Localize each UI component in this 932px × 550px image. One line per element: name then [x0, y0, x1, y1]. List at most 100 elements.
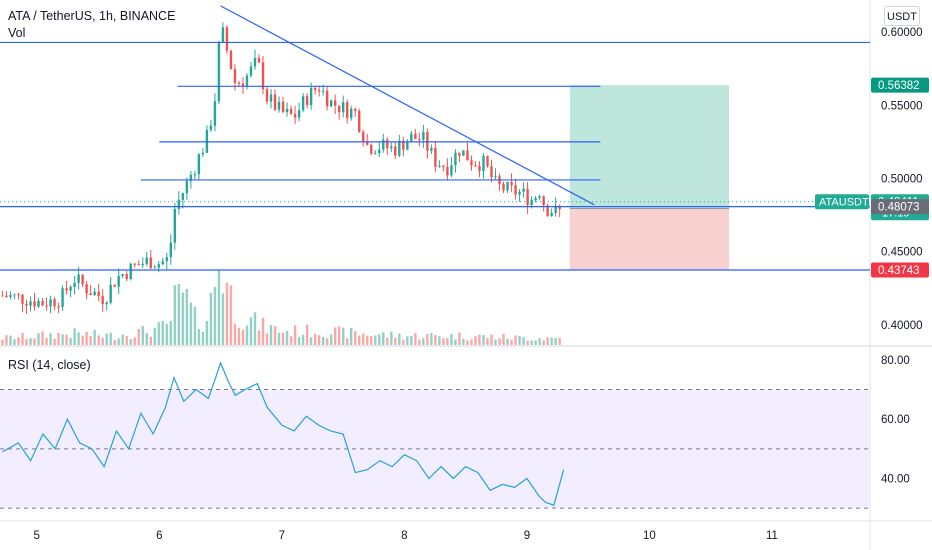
candle[interactable] [165, 257, 169, 262]
candle[interactable] [470, 160, 473, 166]
candle[interactable] [321, 90, 325, 92]
candle[interactable] [442, 165, 445, 168]
candle[interactable] [333, 100, 337, 106]
rsi-line[interactable] [2, 361, 565, 506]
candle[interactable] [502, 183, 505, 191]
candle[interactable] [105, 302, 108, 305]
candle[interactable] [85, 284, 88, 294]
candle[interactable] [81, 274, 84, 285]
candle[interactable] [317, 90, 321, 92]
candle[interactable] [366, 142, 369, 145]
candle[interactable] [25, 303, 28, 306]
candle[interactable] [309, 87, 313, 106]
candle[interactable] [101, 296, 104, 305]
candle[interactable] [394, 146, 397, 156]
candle[interactable] [13, 294, 16, 296]
candle[interactable] [257, 57, 261, 63]
candle[interactable] [177, 199, 181, 209]
candle[interactable] [390, 146, 393, 149]
candle[interactable] [510, 181, 513, 186]
candle[interactable] [402, 140, 405, 150]
candle[interactable] [181, 193, 185, 200]
candle[interactable] [193, 174, 197, 176]
symbol-title[interactable]: ATA / TetherUS, 1h, BINANCE [8, 9, 176, 23]
candle[interactable] [21, 294, 24, 304]
candle[interactable] [514, 185, 517, 195]
candle[interactable] [362, 131, 365, 143]
candle[interactable] [153, 267, 156, 269]
candle[interactable] [121, 274, 124, 276]
candle[interactable] [546, 205, 549, 217]
candle[interactable] [145, 257, 148, 264]
candle[interactable] [69, 286, 72, 291]
candle[interactable] [386, 139, 389, 149]
candle[interactable] [458, 152, 461, 156]
candle[interactable] [382, 139, 385, 150]
position-profit-zone[interactable] [569, 85, 730, 209]
candle[interactable] [5, 295, 8, 298]
candle[interactable] [45, 305, 48, 307]
candle[interactable] [29, 301, 32, 306]
candle[interactable] [289, 108, 293, 115]
candle[interactable] [129, 263, 132, 280]
candle[interactable] [414, 133, 417, 140]
candle[interactable] [422, 131, 425, 140]
candle[interactable] [61, 288, 64, 308]
candle[interactable] [269, 94, 273, 102]
trendline[interactable] [220, 5, 595, 206]
candle[interactable] [117, 275, 120, 287]
candle[interactable] [217, 42, 221, 102]
position-loss-zone[interactable] [569, 208, 730, 271]
candle[interactable] [345, 102, 349, 119]
candle[interactable] [466, 150, 469, 161]
candle[interactable] [522, 188, 525, 192]
candle[interactable] [297, 110, 301, 118]
candle[interactable] [482, 155, 485, 172]
candle[interactable] [173, 208, 177, 243]
candle[interactable] [293, 114, 297, 118]
candle[interactable] [229, 50, 233, 70]
candle[interactable] [97, 291, 100, 297]
candle[interactable] [237, 82, 241, 84]
candle[interactable] [141, 263, 144, 266]
candle[interactable] [57, 306, 60, 308]
candle[interactable] [550, 212, 553, 217]
candle[interactable] [213, 101, 217, 126]
candle[interactable] [530, 200, 533, 206]
candle[interactable] [554, 205, 557, 213]
candle[interactable] [149, 257, 152, 269]
candle[interactable] [354, 108, 357, 111]
candle[interactable] [490, 166, 493, 178]
candle[interactable] [558, 205, 561, 210]
candle[interactable] [109, 284, 112, 303]
candle[interactable] [301, 96, 305, 111]
candle[interactable] [486, 155, 489, 167]
candle[interactable] [281, 101, 285, 113]
candle[interactable] [65, 288, 68, 291]
candle[interactable] [233, 69, 237, 83]
candle[interactable] [201, 152, 205, 155]
volume-label[interactable]: Vol [8, 26, 26, 40]
candle[interactable] [398, 140, 401, 156]
candle[interactable] [89, 293, 92, 296]
candle[interactable] [430, 147, 433, 151]
candle[interactable] [542, 196, 545, 206]
candle[interactable] [125, 274, 128, 280]
candle[interactable] [285, 108, 289, 113]
candle[interactable] [169, 242, 173, 258]
candle[interactable] [33, 301, 36, 307]
candle[interactable] [133, 263, 136, 265]
candle[interactable] [221, 27, 225, 43]
candle[interactable] [374, 153, 377, 155]
candle[interactable] [341, 102, 345, 113]
candle[interactable] [49, 299, 52, 307]
candle[interactable] [1, 295, 4, 297]
candle[interactable] [462, 150, 465, 156]
candle[interactable] [277, 101, 281, 110]
candle[interactable] [273, 94, 277, 110]
candle[interactable] [446, 167, 449, 176]
candle[interactable] [185, 180, 189, 194]
candle[interactable] [526, 188, 529, 206]
candle[interactable] [474, 165, 477, 167]
